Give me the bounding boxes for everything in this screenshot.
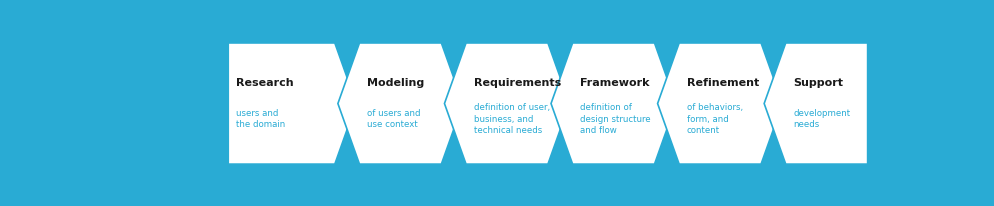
Text: Support: Support xyxy=(793,77,844,87)
Text: users and
the domain: users and the domain xyxy=(236,108,285,129)
Polygon shape xyxy=(229,44,357,164)
Text: Refinement: Refinement xyxy=(687,77,759,87)
Text: of users and
use context: of users and use context xyxy=(367,108,420,129)
Text: Requirements: Requirements xyxy=(474,77,561,87)
Polygon shape xyxy=(338,44,463,164)
Text: of behaviors,
form, and
content: of behaviors, form, and content xyxy=(687,102,743,135)
Text: Modeling: Modeling xyxy=(367,77,424,87)
Polygon shape xyxy=(444,44,570,164)
Text: Research: Research xyxy=(236,77,293,87)
Polygon shape xyxy=(658,44,782,164)
Text: development
needs: development needs xyxy=(793,108,851,129)
Polygon shape xyxy=(764,44,868,164)
Text: definition of
design structure
and flow: definition of design structure and flow xyxy=(580,102,651,135)
Polygon shape xyxy=(551,44,676,164)
Text: definition of user,
business, and
technical needs: definition of user, business, and techni… xyxy=(474,102,550,135)
Text: Framework: Framework xyxy=(580,77,650,87)
